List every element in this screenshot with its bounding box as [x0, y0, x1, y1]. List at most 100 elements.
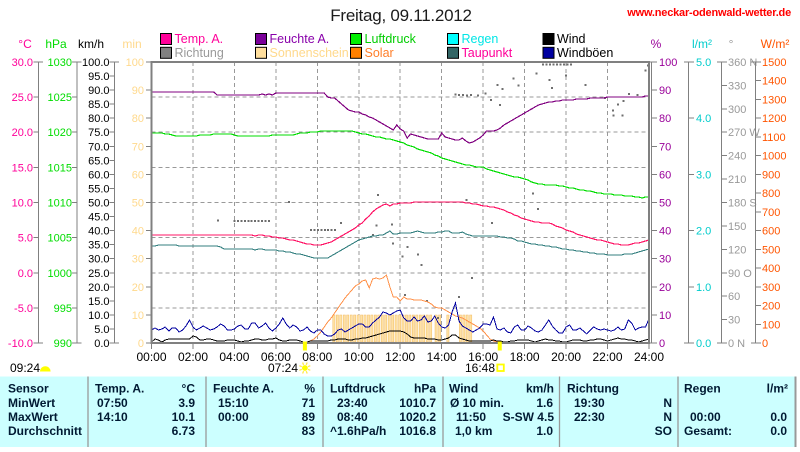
svg-text:0.0: 0.0 [770, 424, 787, 438]
svg-text:07:24: 07:24 [268, 361, 298, 375]
svg-text:700: 700 [762, 207, 780, 219]
svg-text:1020: 1020 [48, 127, 72, 139]
svg-text:70: 70 [659, 141, 671, 153]
svg-text:71: 71 [302, 396, 316, 410]
svg-text:1015: 1015 [48, 162, 72, 174]
svg-text:SO: SO [655, 424, 672, 438]
svg-text:3.9: 3.9 [178, 396, 195, 410]
svg-text:90 O: 90 O [728, 268, 752, 280]
svg-text:1000: 1000 [762, 151, 786, 163]
svg-text:%: % [304, 382, 315, 396]
svg-text:40: 40 [659, 226, 671, 238]
svg-text:1.6: 1.6 [536, 396, 553, 410]
svg-text:Wind: Wind [557, 32, 586, 46]
svg-text:330: 330 [728, 80, 746, 92]
svg-text:Luftdruck: Luftdruck [365, 32, 417, 46]
svg-text:Ø 10 min.: Ø 10 min. [450, 396, 504, 410]
svg-text:10.1: 10.1 [172, 410, 196, 424]
svg-text:Durchschnitt: Durchschnitt [8, 424, 82, 438]
svg-text:Richtung: Richtung [567, 382, 619, 396]
svg-text:1030: 1030 [48, 57, 72, 69]
svg-text:18:00: 18:00 [510, 350, 540, 364]
svg-text:°: ° [729, 37, 734, 51]
svg-text:MinWert: MinWert [8, 396, 55, 410]
svg-text:2.0: 2.0 [696, 226, 711, 238]
svg-text:-10.0: -10.0 [8, 338, 33, 350]
svg-text:W/m²: W/m² [761, 37, 790, 51]
svg-text:150: 150 [728, 221, 746, 233]
svg-text:100: 100 [659, 57, 677, 69]
svg-text:MaxWert: MaxWert [8, 410, 58, 424]
svg-text:1,0 km: 1,0 km [455, 424, 492, 438]
svg-text:1000: 1000 [48, 268, 72, 280]
svg-text:15.0: 15.0 [88, 296, 109, 308]
svg-text:75.0: 75.0 [88, 127, 109, 139]
svg-text:5.0: 5.0 [94, 324, 109, 336]
svg-text:360 N: 360 N [728, 57, 757, 69]
svg-text:°C: °C [182, 382, 196, 396]
svg-text:900: 900 [762, 169, 780, 181]
svg-text:995: 995 [54, 303, 72, 315]
svg-text:80: 80 [659, 113, 671, 125]
svg-text:0: 0 [138, 338, 144, 350]
svg-text:Solar: Solar [365, 46, 394, 60]
svg-text:0.0: 0.0 [18, 268, 33, 280]
svg-text:60: 60 [132, 169, 144, 181]
svg-text:09:24: 09:24 [10, 361, 40, 375]
svg-text:24:00: 24:00 [634, 350, 664, 364]
svg-text:16:48: 16:48 [465, 361, 495, 375]
svg-text:00:00: 00:00 [690, 410, 721, 424]
svg-text:08:00: 08:00 [302, 350, 332, 364]
svg-text:Temp. A.: Temp. A. [95, 382, 144, 396]
svg-text:80: 80 [132, 113, 144, 125]
svg-text:55.0: 55.0 [88, 183, 109, 195]
svg-text:1010: 1010 [48, 198, 72, 210]
svg-text:60: 60 [728, 291, 740, 303]
svg-text:25.0: 25.0 [12, 92, 33, 104]
svg-text:Richtung: Richtung [175, 46, 224, 60]
svg-text:4.0: 4.0 [696, 113, 711, 125]
svg-text:95.0: 95.0 [88, 71, 109, 83]
svg-text:22:30: 22:30 [574, 410, 605, 424]
svg-text:240: 240 [728, 151, 746, 163]
svg-text:15.0: 15.0 [12, 162, 33, 174]
svg-text:Regen: Regen [684, 382, 721, 396]
svg-text:Gesamt:: Gesamt: [684, 424, 732, 438]
svg-text:20: 20 [659, 282, 671, 294]
svg-text:100: 100 [126, 57, 144, 69]
svg-text:90: 90 [132, 85, 144, 97]
svg-text:70.0: 70.0 [88, 141, 109, 153]
svg-text:5.0: 5.0 [696, 57, 711, 69]
svg-text:5.0: 5.0 [18, 233, 33, 245]
svg-text:1020.2: 1020.2 [399, 410, 436, 424]
svg-text:0: 0 [762, 338, 768, 350]
svg-text:1100: 1100 [762, 132, 786, 144]
svg-text:990: 990 [54, 338, 72, 350]
svg-text:65.0: 65.0 [88, 155, 109, 167]
svg-text:60.0: 60.0 [88, 169, 109, 181]
svg-text:1025: 1025 [48, 92, 72, 104]
svg-text:400: 400 [762, 263, 780, 275]
svg-text:300: 300 [728, 104, 746, 116]
svg-text:-5.0: -5.0 [14, 303, 33, 315]
svg-text:12:00: 12:00 [385, 350, 415, 364]
svg-text:11:50: 11:50 [456, 410, 486, 424]
svg-text:800: 800 [762, 188, 780, 200]
svg-text:00:00: 00:00 [218, 410, 249, 424]
svg-text:hPa: hPa [414, 382, 436, 396]
svg-text:1500: 1500 [762, 57, 786, 69]
svg-text:S-SW 4.5: S-SW 4.5 [503, 410, 555, 424]
svg-text:06:00: 06:00 [261, 350, 291, 364]
svg-text:N: N [663, 410, 672, 424]
svg-text:210: 210 [728, 174, 746, 186]
svg-text:°C: °C [18, 37, 32, 51]
svg-text:km/h: km/h [78, 37, 104, 51]
svg-text:1200: 1200 [762, 113, 786, 125]
svg-text:10: 10 [132, 310, 144, 322]
svg-text:500: 500 [762, 244, 780, 256]
svg-text:30.0: 30.0 [12, 57, 33, 69]
svg-text:20:00: 20:00 [551, 350, 581, 364]
svg-text:35.0: 35.0 [88, 240, 109, 252]
svg-text:1005: 1005 [48, 233, 72, 245]
svg-text:23:40: 23:40 [337, 396, 368, 410]
